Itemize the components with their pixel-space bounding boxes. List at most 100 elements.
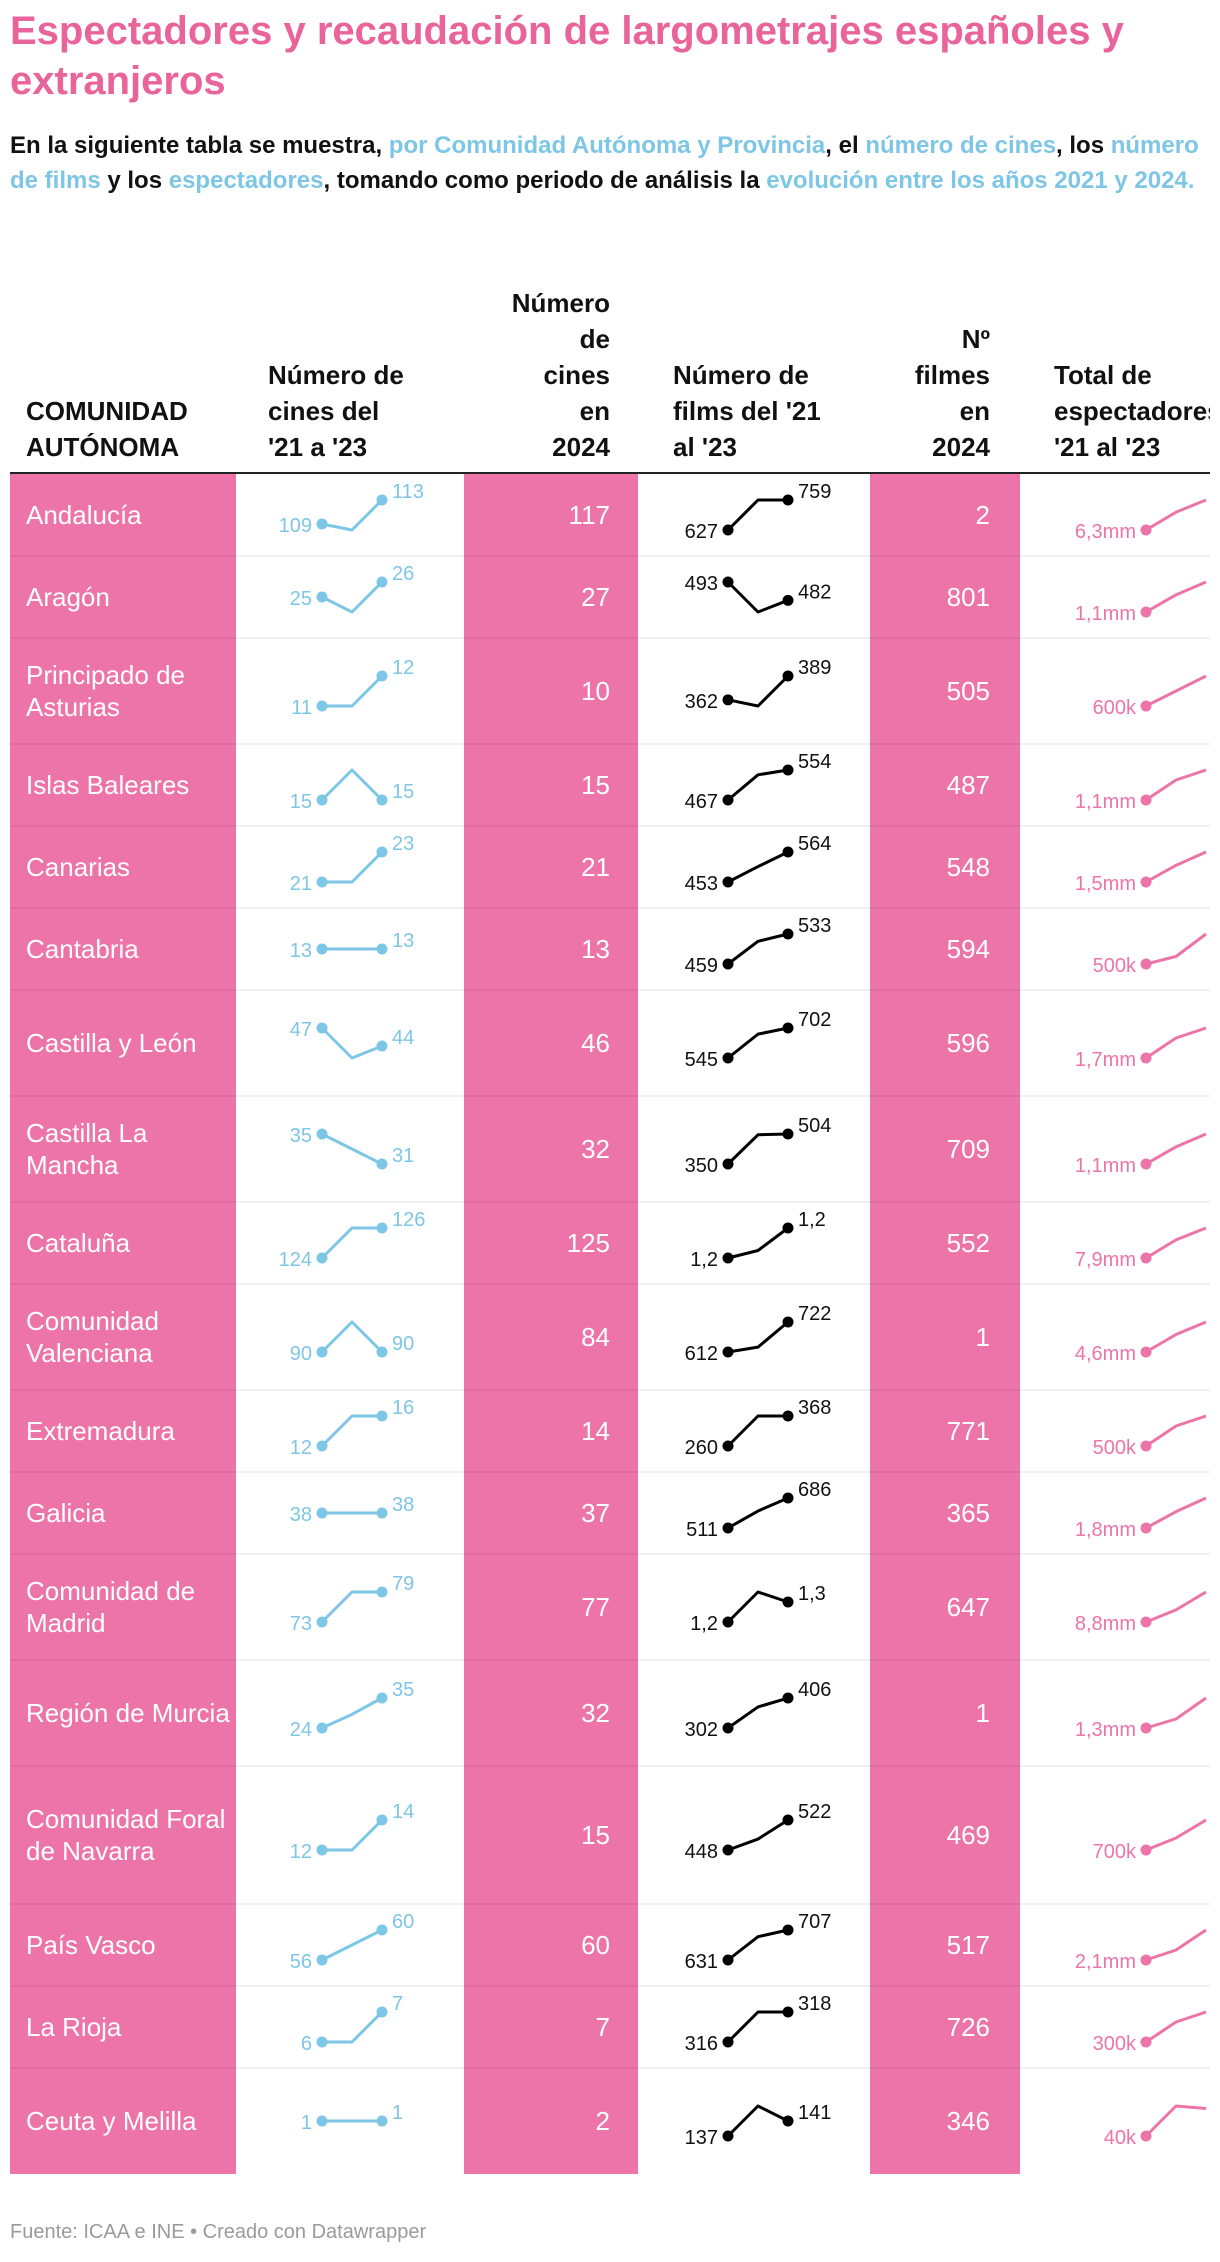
- cines-sparkline-start-point: [316, 518, 328, 530]
- cines-sparkline-start-point: [316, 943, 328, 955]
- films-sparkline-start-label: 493: [685, 573, 718, 595]
- films-sparkline-end-label: 1,3: [798, 1583, 826, 1605]
- cines-sparkline-line: [321, 1132, 383, 1166]
- films-sparkline-end-point: [782, 1316, 794, 1328]
- espectadores-sparkline-line: [1145, 768, 1207, 802]
- films-sparkline-end-point: [782, 1596, 794, 1608]
- cines-sparkline-end-point: [376, 1814, 388, 1826]
- espectadores-sparkline-line: [1145, 1132, 1207, 1166]
- cines-sparkline-start-label: 124: [279, 1249, 312, 1271]
- espectadores-sparkline-start-label: 500k: [1093, 955, 1137, 977]
- espectadores-sparkline-start-label: 1,7mm: [1075, 1049, 1136, 1071]
- column-header: '21 al '23: [1054, 432, 1160, 462]
- espectadores-sparkline-line: [1145, 1590, 1207, 1624]
- cines-sparkline-start-label: 25: [290, 588, 312, 610]
- espectadores-sparkline-start-point: [1140, 876, 1152, 888]
- films-sparkline-line: [727, 1928, 789, 1962]
- films-sparkline-end-point: [782, 1410, 794, 1422]
- column-header: al '23: [673, 432, 737, 462]
- films-sparkline-start-point: [722, 876, 734, 888]
- region-name: Cantabria: [26, 934, 139, 964]
- films-sparkline-start-point: [722, 524, 734, 536]
- column-header: en: [960, 396, 990, 426]
- films-sparkline-start-label: 631: [685, 1951, 718, 1973]
- cines-2024-value: 27: [581, 582, 610, 612]
- page-subtitle: En la siguiente tabla se muestra, por Co…: [10, 128, 1210, 198]
- espectadores-sparkline-start-label: 2,1mm: [1075, 1951, 1136, 1973]
- cines-2024-value: 37: [581, 1498, 610, 1528]
- espectadores-sparkline-start-point: [1140, 700, 1152, 712]
- cines-sparkline-start-label: 12: [290, 1437, 312, 1459]
- films-sparkline-line: [727, 1226, 789, 1260]
- espectadores-sparkline-start-point: [1140, 1346, 1152, 1358]
- cines-sparkline-end-point: [376, 1346, 388, 1358]
- subtitle-highlight: número de films: [10, 132, 1199, 194]
- films-sparkline-start-point: [722, 1616, 734, 1628]
- cines-2024-value: 21: [581, 852, 610, 882]
- cines-sparkline-end-label: 12: [392, 657, 414, 679]
- films-sparkline-line: [726, 580, 789, 614]
- region-name: Galicia: [26, 1498, 106, 1528]
- films-sparkline-end-point: [782, 1128, 794, 1140]
- column-header: Total de: [1054, 360, 1152, 390]
- films-sparkline-end-point: [782, 764, 794, 776]
- column-header: '21 a '23: [268, 432, 367, 462]
- films-sparkline-line: [727, 1026, 789, 1060]
- espectadores-sparkline-line: [1145, 850, 1207, 884]
- cines-sparkline-line: [320, 1320, 384, 1354]
- cines-sparkline-line: [322, 2010, 384, 2044]
- region-name: Valenciana: [26, 1338, 153, 1368]
- subtitle-highlight: evolución entre los años 2021 y 2024.: [766, 167, 1195, 194]
- espectadores-sparkline-line: [1145, 2010, 1207, 2044]
- cines-sparkline-start-label: 12: [290, 1841, 312, 1863]
- films-sparkline-start-point: [722, 1722, 734, 1734]
- region-name: Ceuta y Melilla: [26, 2106, 197, 2136]
- films-sparkline-start-point: [722, 1346, 734, 1358]
- films-sparkline-line: [726, 1590, 789, 1624]
- page-title: Espectadores y recaudación de largometra…: [10, 9, 1124, 103]
- cines-sparkline-start-point: [316, 1507, 328, 1519]
- espectadores-sparkline-start-point: [1140, 1158, 1152, 1170]
- region-name: Región de Murcia: [26, 1698, 230, 1728]
- cines-2024-value: 46: [581, 1028, 610, 1058]
- column-header: COMUNIDAD: [26, 396, 188, 426]
- espectadores-sparkline-line: [1145, 1226, 1207, 1260]
- films-sparkline-line: [727, 1496, 789, 1530]
- films-sparkline-line: [727, 674, 790, 708]
- films-2024-value: 517: [947, 1930, 990, 1960]
- films-sparkline-end-label: 722: [798, 1303, 831, 1325]
- espectadores-sparkline-start-label: 4,6mm: [1075, 1343, 1136, 1365]
- espectadores-sparkline-start-label: 1,3mm: [1075, 1719, 1136, 1741]
- films-sparkline-start-label: 467: [685, 791, 718, 813]
- column-header: 2024: [552, 432, 610, 462]
- cines-sparkline-end-point: [376, 1222, 388, 1234]
- cines-sparkline-end-point: [376, 1040, 388, 1052]
- cines-sparkline-end-label: 90: [392, 1333, 414, 1355]
- films-sparkline-start-point: [722, 1954, 734, 1966]
- column-header: films del '21: [673, 396, 821, 426]
- espectadores-sparkline-line: [1145, 1496, 1207, 1530]
- films-sparkline-end-point: [782, 2006, 794, 2018]
- source-footer: Fuente: ICAA e INE • Creado con Datawrap…: [10, 2221, 427, 2243]
- cines-sparkline-end-label: 16: [392, 1397, 414, 1419]
- cines-sparkline-end-label: 14: [392, 1801, 414, 1823]
- films-sparkline-start-label: 137: [685, 2127, 718, 2149]
- region-name: Comunidad: [26, 1306, 159, 1336]
- films-sparkline-end-point: [782, 928, 794, 940]
- cines-sparkline-line: [321, 498, 384, 532]
- films-sparkline-end-label: 702: [798, 1009, 831, 1031]
- films-sparkline-start-point: [722, 2036, 734, 2048]
- espectadores-sparkline-start-label: 1,5mm: [1075, 873, 1136, 895]
- films-sparkline-end-label: 554: [798, 751, 831, 773]
- films-2024-value: 726: [947, 2012, 990, 2042]
- column-header: espectadores: [1054, 396, 1210, 426]
- espectadores-sparkline-start-label: 8,8mm: [1075, 1613, 1136, 1635]
- espectadores-sparkline-line: [1145, 1696, 1207, 1730]
- films-sparkline-start-point: [722, 1522, 734, 1534]
- cines-2024-value: 15: [581, 1820, 610, 1850]
- cines-sparkline-line: [322, 850, 384, 884]
- films-sparkline-end-label: 522: [798, 1801, 831, 1823]
- cines-sparkline-end-point: [376, 943, 388, 955]
- cines-sparkline-end-label: 79: [392, 1573, 414, 1595]
- films-sparkline-end-label: 686: [798, 1479, 831, 1501]
